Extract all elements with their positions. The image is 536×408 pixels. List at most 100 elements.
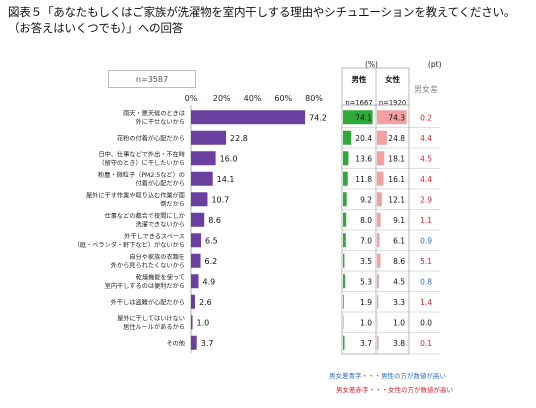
- category-label: 外に干せないから: [136, 118, 186, 126]
- female-n: n=1920: [378, 99, 407, 107]
- bar-value-label: 2.6: [199, 298, 212, 307]
- female-value: 6.1: [393, 236, 405, 245]
- female-bar: [377, 294, 379, 309]
- female-label: 女性: [385, 75, 400, 84]
- male-value: 20.4: [355, 134, 372, 143]
- female-bar: [377, 192, 382, 207]
- bar: [191, 151, 216, 166]
- diff-column-header: 男女差: [414, 85, 438, 94]
- diff-value: 4.5: [420, 154, 432, 163]
- category-label: 外干しは盗難が心配だから: [111, 298, 185, 306]
- male-bar: [343, 253, 345, 268]
- male-bar: [343, 294, 344, 309]
- male-value: 9.2: [360, 195, 372, 204]
- bar-value-label: 14.1: [217, 175, 235, 184]
- female-bar: [377, 335, 379, 350]
- bar: [191, 192, 208, 207]
- male-value: 13.6: [355, 154, 372, 163]
- table-frame: [341, 67, 410, 355]
- female-bar: [377, 274, 379, 289]
- male-value: 11.8: [355, 175, 372, 184]
- category-label: 花粉の付着が心配だから: [117, 134, 185, 142]
- female-value: 24.8: [388, 134, 405, 143]
- diff-value: 0.8: [420, 277, 432, 286]
- x-tick-label: 0%: [185, 94, 198, 103]
- sample-size-box: n=3587: [108, 70, 196, 88]
- category-label: （留守のとき）に干したいから: [98, 159, 185, 167]
- diff-value: 2.9: [420, 195, 432, 204]
- diff-value: 1.4: [420, 298, 432, 307]
- legend-red: 男女差赤字・・・女性の方が数値が高い: [336, 386, 453, 394]
- male-bar: [343, 110, 373, 125]
- male-bar: [343, 233, 346, 248]
- diff-value: 1.1: [420, 216, 432, 225]
- diff-value: 4.4: [420, 134, 432, 143]
- bar: [191, 212, 205, 227]
- female-bar: [377, 130, 387, 145]
- bar-value-label: 4.9: [203, 277, 216, 286]
- x-tick-label: 80%: [305, 94, 323, 103]
- category-label: その他: [166, 339, 185, 347]
- diff-value: 5.1: [420, 257, 432, 266]
- category-label: 日中、仕事などで外出・不在時: [98, 150, 185, 158]
- male-column-header: 男性 n=1667: [342, 70, 376, 110]
- bar-value-label: 10.7: [211, 195, 229, 204]
- male-bar: [343, 274, 346, 289]
- category-label: 倒だから: [160, 200, 185, 208]
- bar-value-label: 3.7: [201, 339, 214, 348]
- male-value: 3.7: [360, 339, 372, 348]
- category-label: 洗濯できないから: [136, 221, 186, 229]
- category-label: 外干しできるスペース: [124, 232, 185, 240]
- bar: [191, 253, 201, 268]
- female-value: 3.8: [393, 339, 405, 348]
- bar: [191, 274, 199, 289]
- male-bar: [343, 130, 352, 145]
- female-value: 1.0: [393, 318, 405, 327]
- diff-value: 0.9: [420, 236, 432, 245]
- male-value: 1.0: [360, 318, 372, 327]
- male-bar: [343, 171, 348, 186]
- chart-title-line2: （お答えはいくつでも）」への回答: [8, 21, 184, 35]
- bar-value-label: 6.2: [205, 257, 218, 266]
- female-bar: [377, 110, 407, 125]
- bar-value-label: 6.5: [205, 236, 218, 245]
- bar: [191, 110, 306, 125]
- female-value: 12.1: [388, 195, 405, 204]
- bar-value-label: 16.0: [220, 154, 238, 163]
- male-bar: [343, 335, 345, 350]
- female-value: 4.5: [393, 277, 405, 286]
- male-value: 8.0: [360, 216, 372, 225]
- female-value: 8.6: [393, 257, 405, 266]
- female-bar: [377, 151, 385, 166]
- female-value: 9.1: [393, 216, 405, 225]
- bar: [191, 233, 201, 248]
- x-tick-label: 20%: [213, 94, 231, 103]
- category-label: 仕事などの都合で夜間にしか: [105, 212, 185, 220]
- chart-title-line1: 図表５「あなたもしくはご家族が洗濯物を室内干しする理由やシチュエーションを教えて…: [8, 5, 516, 19]
- diff-value: 0.1: [420, 339, 432, 348]
- category-label: 居住ルールがあるから: [123, 323, 185, 331]
- diff-value: 0.2: [420, 113, 432, 122]
- female-value: 74.3: [388, 113, 405, 122]
- bar: [191, 130, 227, 145]
- category-label: 外から見られたくないから: [111, 262, 185, 270]
- female-bar: [377, 212, 381, 227]
- category-label: 乾燥機能を使って: [136, 273, 185, 281]
- bar: [191, 315, 193, 330]
- x-tick-label: 60%: [274, 94, 292, 103]
- x-tick-label: 40%: [244, 94, 262, 103]
- category-label: （庭・ベランダ・軒下など）がないから: [74, 241, 185, 249]
- male-value: 5.3: [360, 277, 372, 286]
- male-value: 1.9: [360, 298, 372, 307]
- bar-value-label: 8.6: [208, 216, 221, 225]
- category-label: 室内干しするのは便利だから: [105, 282, 185, 290]
- bar-value-label: 22.8: [230, 134, 248, 143]
- bar: [191, 171, 213, 186]
- male-bar: [343, 192, 347, 207]
- female-column-header: 女性 n=1920: [376, 70, 409, 110]
- male-bar: [343, 151, 349, 166]
- female-value: 18.1: [388, 154, 405, 163]
- category-label: 自分や家族の衣類を: [129, 253, 185, 261]
- male-bar: [343, 212, 347, 227]
